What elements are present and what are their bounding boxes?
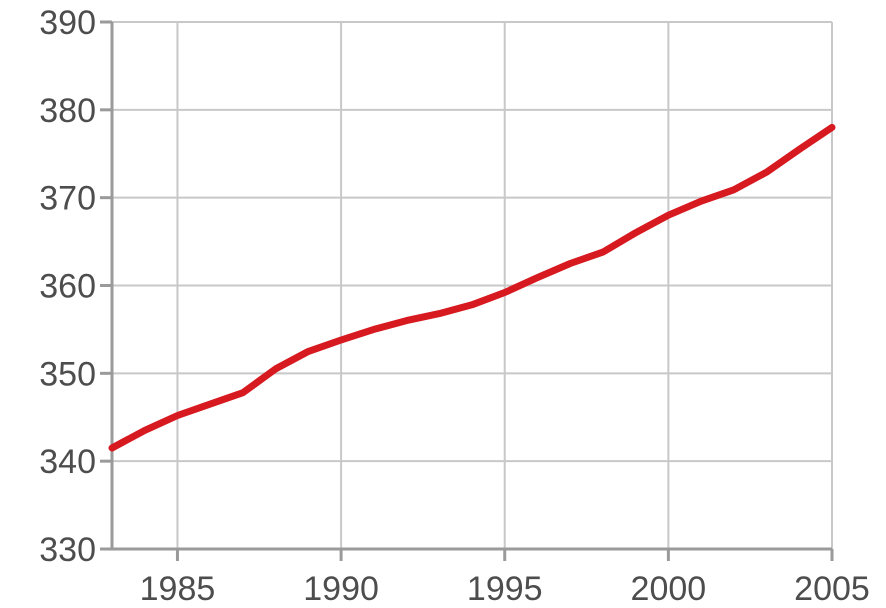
x-tick-label: 2005: [794, 570, 870, 608]
y-tick-label: 330: [39, 531, 96, 569]
series-layer: [108, 123, 836, 452]
x-tick-label: 1990: [303, 570, 379, 608]
x-tick-label: 1995: [467, 570, 543, 608]
y-tick-label: 390: [39, 4, 96, 42]
series-line: [108, 123, 836, 452]
x-tick-label: 1985: [140, 570, 216, 608]
grid-layer: [112, 21, 833, 549]
y-tick-label: 370: [39, 180, 96, 218]
axis-layer: [100, 20, 834, 561]
y-tick-label: 360: [39, 268, 96, 306]
y-tick-label: 380: [39, 92, 96, 130]
y-tick-label: 340: [39, 443, 96, 481]
tick-label-layer: 330 340 350 360 370 380 390 1985 1990 1995 2000 200…: [39, 4, 870, 608]
x-tick-label: 2000: [631, 570, 707, 608]
y-tick-label: 350: [39, 355, 96, 393]
